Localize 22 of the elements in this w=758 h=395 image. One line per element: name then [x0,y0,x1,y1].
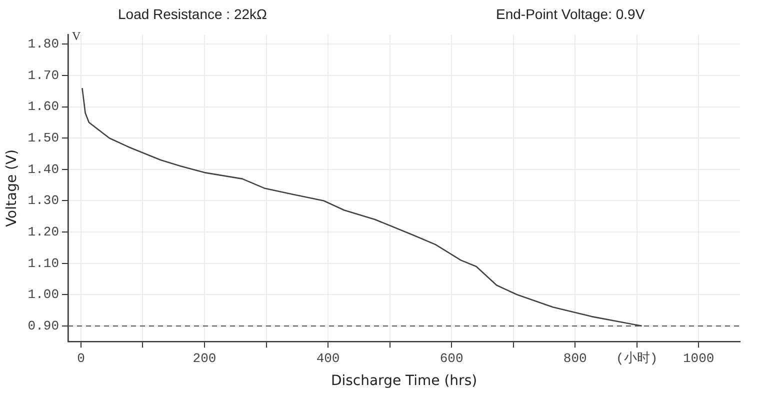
y-tick-label: 1.80 [28,36,60,52]
x-tick-label: 400 [316,350,340,366]
y-tick-label: 1.60 [28,99,60,114]
x-tick-label: 0 [77,350,85,366]
y-tick-label: 1.10 [28,256,60,271]
y-tick-label: 1.50 [28,130,60,146]
y-tick-label: 1.70 [28,68,60,83]
x-tick-label: 800 [563,350,587,366]
text: End-Point Voltage: 0.9V [496,6,645,22]
x-axis-title: Discharge Time (hrs) [330,373,478,390]
x-tick-label: 200 [192,350,216,366]
y-tick-label: 1.20 [28,224,60,240]
y-tick-label: 0.90 [28,318,60,334]
y-tick-label: 1.40 [28,162,60,177]
y-tick-label: 1.00 [28,287,60,302]
annotation: V [72,28,82,43]
y-axis-title: Voltage (V) [4,149,20,227]
y-tick-label: 1.30 [28,193,60,208]
x-tick-label: 600 [440,350,464,366]
text: Load Resistance : 22kΩ [118,6,267,22]
x-tick-label: (小时) [616,350,658,366]
x-tick-label: 1000 [683,350,714,366]
